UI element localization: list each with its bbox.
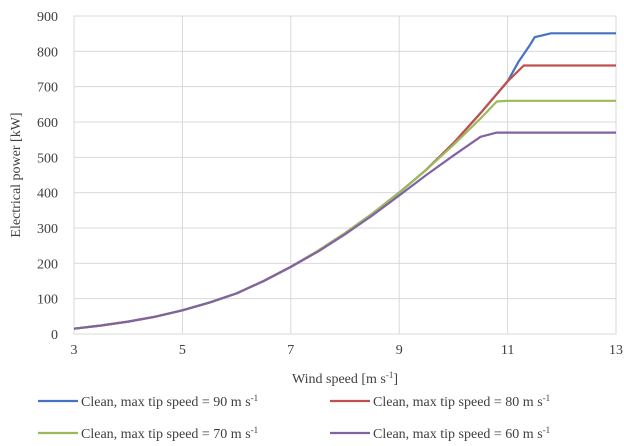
series-line-3 [73,99,616,330]
y-tick-label: 200 [37,257,58,272]
y-tick-label: 300 [37,222,58,237]
series-line-2 [73,64,616,330]
x-tick-label: 13 [609,343,623,358]
x-tick-label: 3 [71,343,78,358]
x-tick-label: 9 [396,343,403,358]
series-line-4 [73,131,616,330]
y-tick-label: 500 [37,151,58,166]
y-tick-label: 600 [37,116,58,131]
legend: Clean, max tip speed = 90 m s-1 Clean, ma… [38,393,550,442]
x-tick-label: 11 [501,343,514,358]
legend-label-1: Clean, max tip speed = 90 m s-1 [81,393,258,410]
y-tick-label: 400 [37,187,58,202]
legend-label-2: Clean, max tip speed = 80 m s-1 [373,393,550,410]
y-tick-label: 100 [37,293,58,308]
x-tick-label: 7 [287,343,294,358]
y-tick-label: 800 [37,45,58,60]
legend-label-4: Clean, max tip speed = 60 m s-1 [373,425,550,442]
x-axis-ticks: 3 5 7 9 11 13 [71,343,624,358]
y-axis-ticks: 0 100 200 300 400 500 600 700 800 900 [37,10,58,343]
legend-label-3: Clean, max tip speed = 70 m s-1 [81,425,258,442]
y-tick-label: 0 [51,328,58,343]
series-lines [73,32,616,330]
y-tick-label: 700 [37,81,58,96]
grid [73,15,617,335]
y-axis-title: Electrical power [kW] [9,112,24,237]
x-tick-label: 5 [179,343,186,358]
y-tick-label: 900 [37,10,58,25]
plot-area-border [73,15,617,335]
series-line-1 [73,32,616,330]
x-axis-title: Wind speed [m s-1] [292,370,398,387]
